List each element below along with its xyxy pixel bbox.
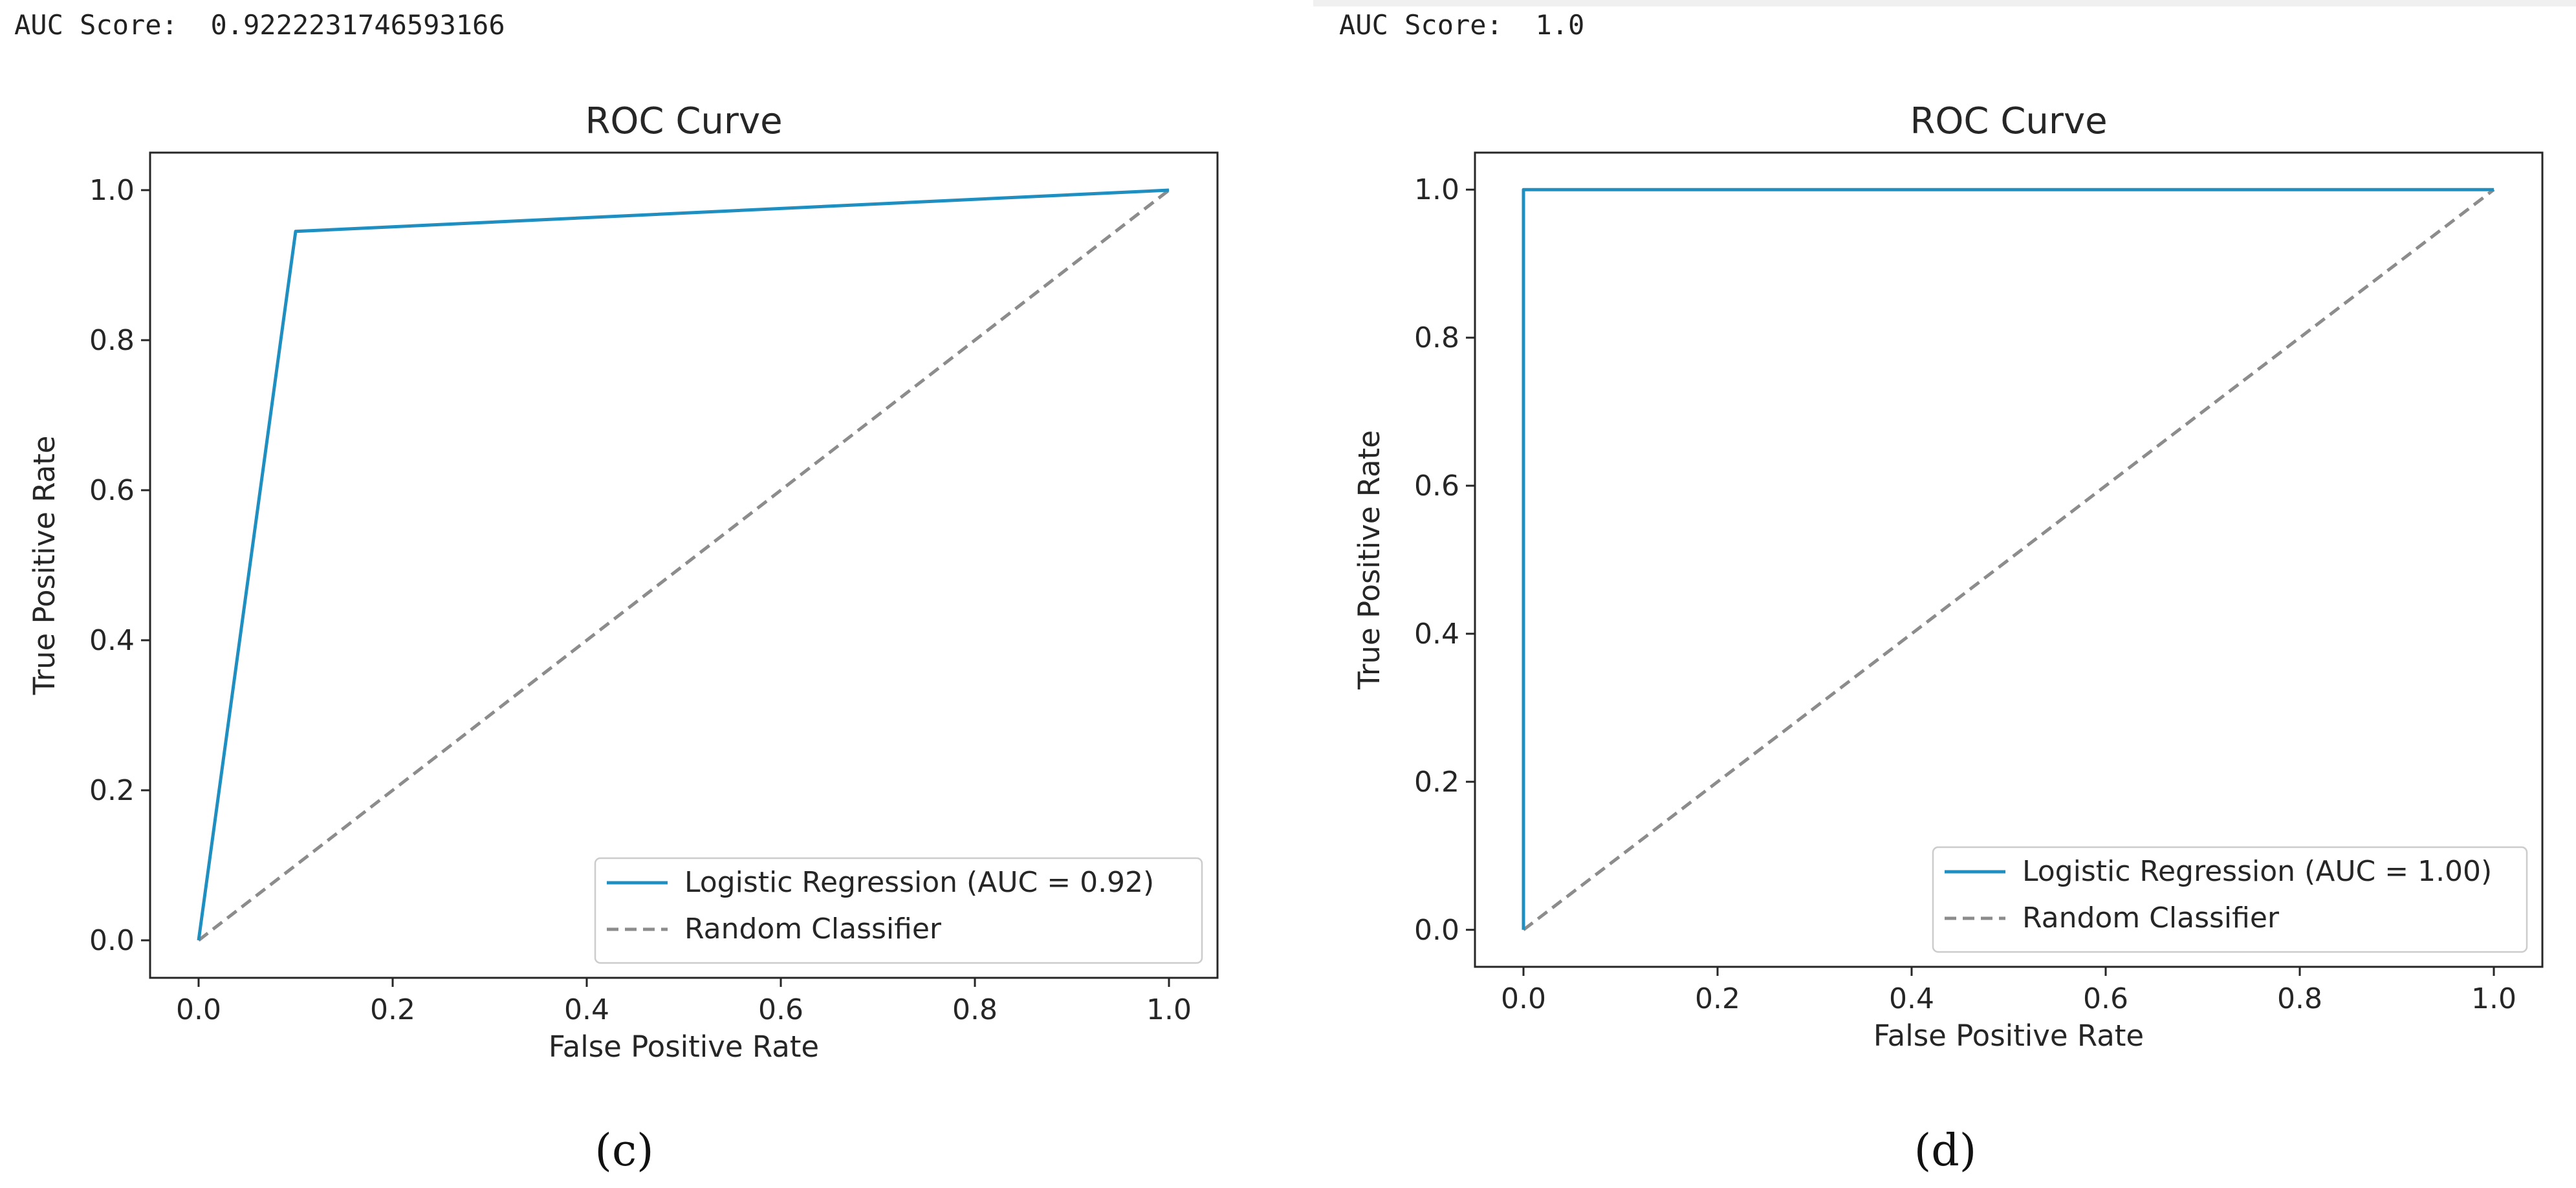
y-tick-label: 0.0 xyxy=(89,924,135,957)
auc-score-value: 1.0 xyxy=(1535,9,1585,41)
panel-label-d: (d) xyxy=(1914,1125,1977,1176)
x-tick-label: 0.4 xyxy=(564,993,609,1026)
auc-score-value: 0.9222231746593166 xyxy=(210,9,505,41)
y-tick-label: 1.0 xyxy=(89,174,135,207)
random-classifier-line xyxy=(197,189,1170,942)
y-tick-label: 1.0 xyxy=(1414,173,1459,206)
roc-curve-line xyxy=(197,188,1170,941)
auc-score-output-d: AUC Score: 1.0 xyxy=(1339,9,1584,41)
legend-entry-label: Random Classifier xyxy=(684,913,942,945)
x-tick-label: 0.2 xyxy=(370,993,415,1026)
auc-score-label: AUC Score: xyxy=(1339,9,1503,41)
x-tick-label: 0.4 xyxy=(1889,982,1934,1015)
chart-title: ROC Curve xyxy=(1910,100,2107,142)
x-tick-label: 0.0 xyxy=(1501,982,1546,1015)
x-tick-label: 1.0 xyxy=(2471,982,2516,1015)
legend-entry-label: Logistic Regression (AUC = 1.00) xyxy=(2022,855,2492,888)
roc-chart-0: ROC Curve 0.0 0.2 0.4 0.6 0.8 1.0 0.0 0.2 0.4 0.6 0… xyxy=(27,100,1219,1064)
legend-box xyxy=(1932,846,2528,953)
plot-frame xyxy=(1474,151,2544,968)
x-tick-label: 0.8 xyxy=(952,993,998,1026)
panel-label-c: (c) xyxy=(595,1125,653,1176)
y-tick-label: 0.6 xyxy=(1414,470,1459,502)
y-tick-label: 0.0 xyxy=(1414,914,1459,947)
legend: Logistic Regression (AUC = 1.00) Random C… xyxy=(1932,846,2528,953)
x-axis-label: False Positive Rate xyxy=(549,1030,819,1064)
chart-title: ROC Curve xyxy=(585,100,782,142)
x-tick-label: 1.0 xyxy=(1146,993,1192,1026)
y-tick-label: 0.8 xyxy=(1414,321,1459,354)
random-classifier-line xyxy=(1522,188,2495,931)
legend-box xyxy=(594,857,1203,964)
y-tick-label: 0.4 xyxy=(89,624,135,657)
plot-frame xyxy=(149,151,1219,979)
y-axis-label: True Positive Rate xyxy=(27,436,61,696)
y-tick-label: 0.2 xyxy=(1414,766,1459,799)
legend-entry-label: Logistic Regression (AUC = 0.92) xyxy=(684,866,1154,899)
x-tick-label: 0.6 xyxy=(2083,982,2128,1015)
x-tick-label: 0.6 xyxy=(758,993,803,1026)
y-tick-label: 0.8 xyxy=(89,324,135,357)
x-tick-label: 0.8 xyxy=(2277,982,2322,1015)
y-tick-label: 0.6 xyxy=(89,474,135,507)
output-cell-divider xyxy=(1313,0,2576,6)
auc-score-output-c: AUC Score: 0.9222231746593166 xyxy=(14,9,505,41)
y-tick-label: 0.4 xyxy=(1414,618,1459,651)
y-axis-label: True Positive Rate xyxy=(1352,430,1386,690)
x-tick-label: 0.2 xyxy=(1695,982,1740,1015)
roc-chart-1: ROC Curve 0.0 0.2 0.4 0.6 0.8 1.0 0.0 0.2 0.4 0.6 0… xyxy=(1352,100,2544,1053)
y-tick-label: 0.2 xyxy=(89,774,135,807)
x-tick-label: 0.0 xyxy=(176,993,221,1026)
legend: Logistic Regression (AUC = 0.92) Random C… xyxy=(594,857,1203,964)
auc-score-label: AUC Score: xyxy=(14,9,178,41)
roc-curve-line xyxy=(1522,188,2494,930)
legend-entry-label: Random Classifier xyxy=(2022,902,2280,934)
x-axis-label: False Positive Rate xyxy=(1873,1019,2144,1053)
